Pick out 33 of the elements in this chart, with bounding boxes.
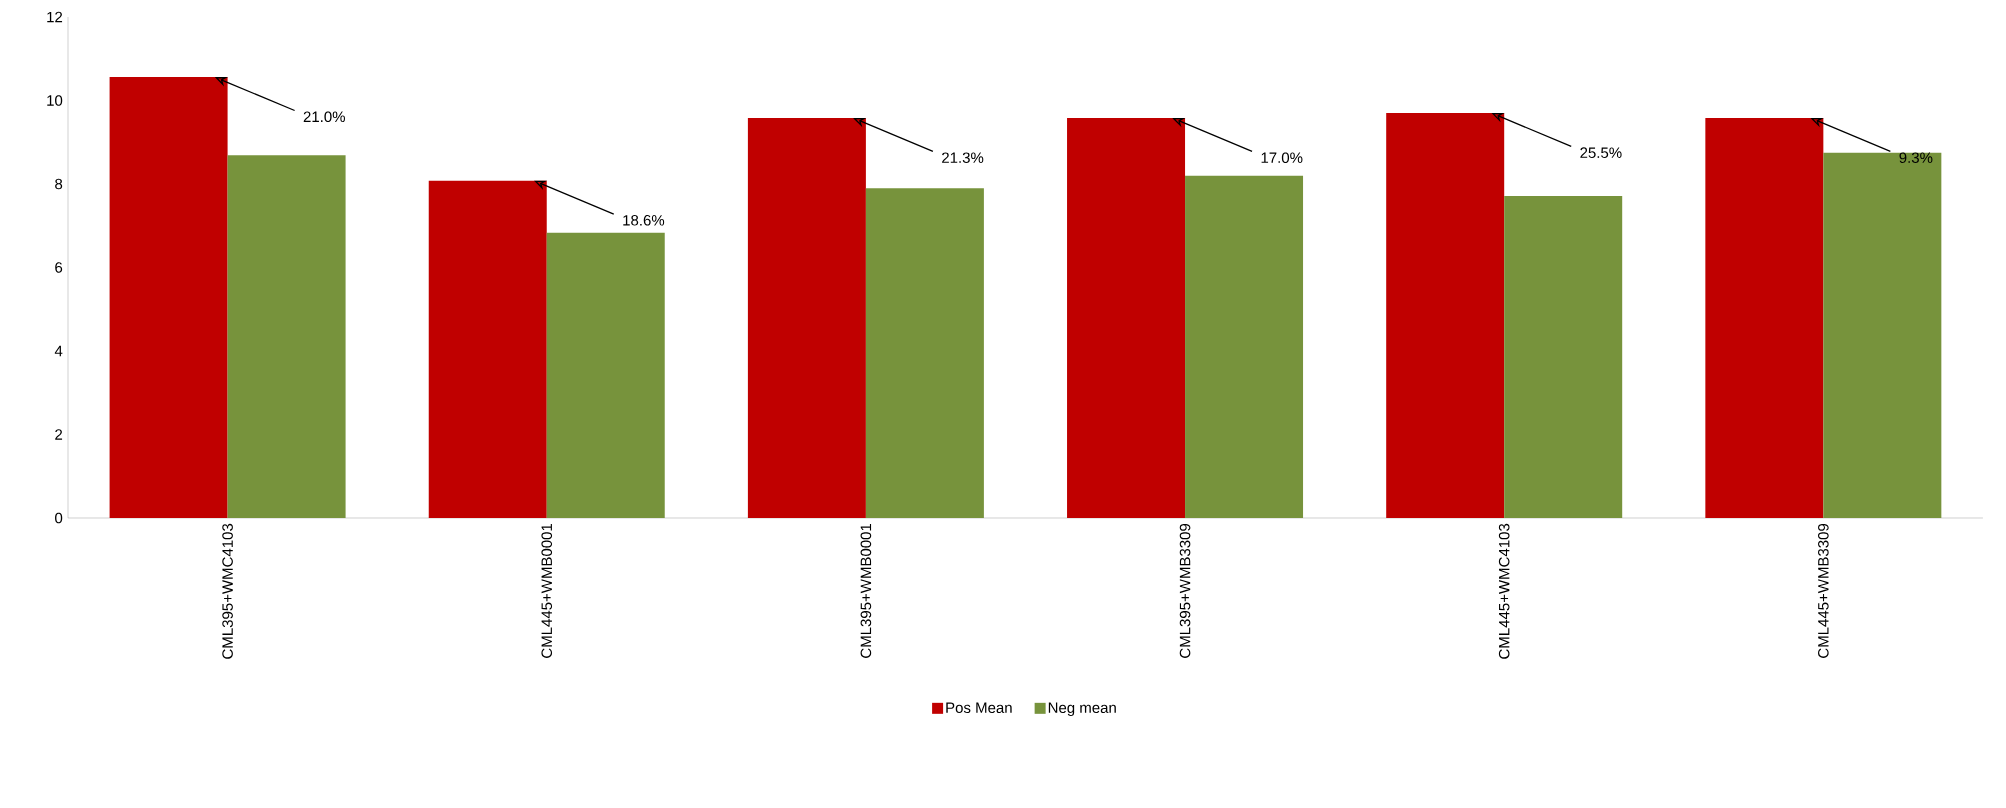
x-tick-label: CML445+WMB0001 xyxy=(541,523,553,658)
x-tick-label: CML395+WMB0001 xyxy=(860,523,872,658)
y-tick-label: 4 xyxy=(54,345,63,357)
legend-label: Neg mean xyxy=(1048,702,1116,716)
y-tick-label: 0 xyxy=(55,512,63,524)
bar xyxy=(865,188,984,518)
annotation: 18.6% xyxy=(623,215,665,226)
bar xyxy=(1823,152,1942,518)
annotation: 21.3% xyxy=(942,152,984,163)
bar xyxy=(428,180,547,518)
bar xyxy=(1067,118,1186,518)
bar xyxy=(1185,175,1304,518)
annotation: 17.0% xyxy=(1261,152,1303,163)
x-tick-label: CML395+WMB3309 xyxy=(1179,523,1191,658)
y-tick-label: 10 xyxy=(47,95,63,106)
bar xyxy=(227,155,346,518)
legend-label: Pos Mean xyxy=(946,702,1012,714)
bar xyxy=(747,118,866,518)
annotation: 21.0% xyxy=(303,111,345,123)
bar xyxy=(109,77,228,518)
annotation: 25.5% xyxy=(1580,147,1622,158)
bar xyxy=(1386,113,1505,518)
y-tick-label: 12 xyxy=(47,11,63,23)
y-tick-label: 2 xyxy=(55,429,63,440)
annotation: 9.3% xyxy=(1899,152,1933,163)
bar xyxy=(1504,196,1623,518)
x-tick-label: CML395+WMC4103 xyxy=(222,523,233,659)
bar xyxy=(546,232,665,518)
y-tick-label: 6 xyxy=(55,262,63,273)
x-tick-label: CML445+WMC4103 xyxy=(1498,523,1510,659)
y-tick-label: 8 xyxy=(55,178,63,190)
x-tick-label: CML445+WMB3309 xyxy=(1818,523,1829,658)
bar xyxy=(1705,118,1824,518)
